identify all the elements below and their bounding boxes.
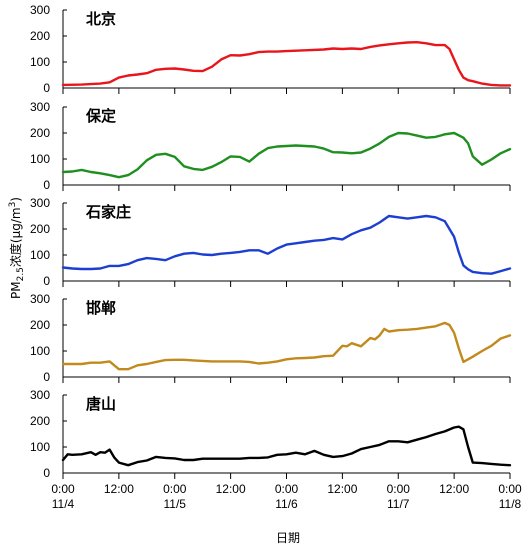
x-tick-date-label: 11/5 <box>164 497 187 511</box>
x-tick-label: 12:00 <box>216 482 246 496</box>
series-line-1 <box>61 41 512 87</box>
y-tick-label: 200 <box>30 222 50 236</box>
y-tick-label: 100 <box>30 152 50 166</box>
y-tick-label: 300 <box>30 292 50 306</box>
y-tick-label: 100 <box>30 440 50 454</box>
x-tick-label: 12:00 <box>439 482 469 496</box>
x-tick-date-label: 11/8 <box>499 497 522 511</box>
y-tick-label: 200 <box>30 126 50 140</box>
y-tick-label: 100 <box>30 248 50 262</box>
panel-title: 保定 <box>85 107 116 125</box>
y-tick-label: 200 <box>30 318 50 332</box>
y-tick-label: 300 <box>30 196 50 210</box>
y-tick-label: 100 <box>30 55 50 69</box>
y-axis-label: PM2.5浓度(μg/m3) <box>8 197 26 299</box>
y-tick-label: 0 <box>43 466 50 480</box>
x-tick-label: 12:00 <box>327 482 357 496</box>
panel-3: 0 100 200 300 石家庄 <box>30 196 512 288</box>
panel-2: 0 100 200 300 保定 <box>30 100 512 192</box>
panel-title: 北京 <box>86 10 116 28</box>
y-tick-label: 0 <box>43 370 50 384</box>
panel-5: 0 100 200 300 唐山 <box>30 388 512 480</box>
panel-1: 0 100 200 300 北京 <box>30 3 512 95</box>
series-line-5 <box>61 425 512 467</box>
y-tick-label: 0 <box>43 274 50 288</box>
series-line-3 <box>61 214 512 275</box>
x-tick-date-label: 11/4 <box>52 497 75 511</box>
y-tick-label: 300 <box>30 388 50 402</box>
y-tick-label: 0 <box>43 178 50 192</box>
x-tick-label: 0:00 <box>387 482 411 496</box>
y-tick-label: 0 <box>43 81 50 95</box>
x-tick-label: 12:00 <box>104 482 134 496</box>
y-tick-label: 100 <box>30 344 50 358</box>
x-axis-label: 日期 <box>276 531 300 545</box>
panel-title: 邯郸 <box>86 299 116 317</box>
y-tick-label: 300 <box>30 3 50 17</box>
x-tick-date-label: 11/6 <box>275 497 298 511</box>
x-tick-label: 0:00 <box>275 482 299 496</box>
x-tick-label: 0:00 <box>163 482 187 496</box>
panel-4: 0 100 200 300 邯郸 <box>30 292 512 384</box>
y-tick-label: 300 <box>30 100 50 114</box>
y-tick-label: 200 <box>30 414 50 428</box>
x-tick-label: 0:00 <box>498 482 522 496</box>
x-tick-date-label: 11/7 <box>387 497 410 511</box>
series-line-4 <box>61 321 512 371</box>
x-tick-label: 0:00 <box>51 482 75 496</box>
series-line-2 <box>61 131 512 179</box>
panel-title: 唐山 <box>86 395 116 413</box>
panel-title: 石家庄 <box>85 203 131 221</box>
y-tick-label: 200 <box>30 29 50 43</box>
